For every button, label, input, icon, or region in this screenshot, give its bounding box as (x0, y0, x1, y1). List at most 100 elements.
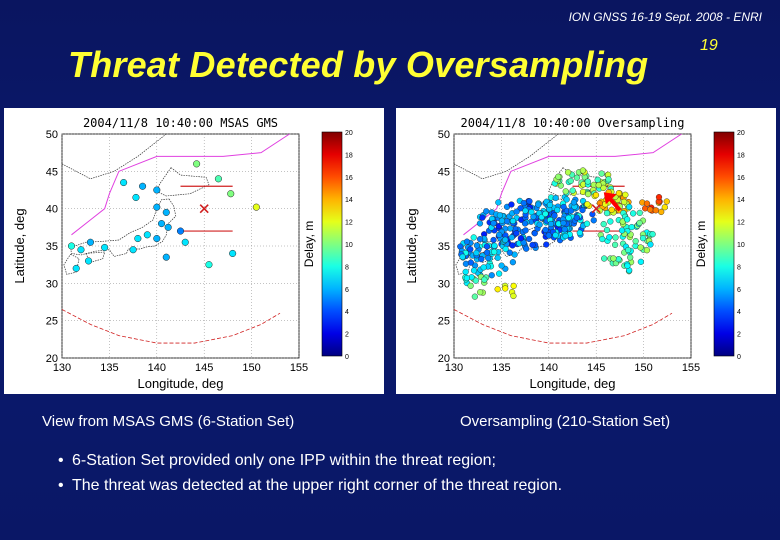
ipp-point (542, 226, 549, 233)
colorbar-tick-label: 12 (737, 220, 745, 227)
colorbar-label: Delay, m (302, 221, 316, 267)
x-tick-label: 150 (242, 362, 260, 374)
y-tick-label: 50 (46, 129, 58, 141)
ipp-point (476, 236, 484, 243)
ipp-point (655, 194, 663, 201)
ipp-point (459, 253, 466, 260)
ipp-point (552, 194, 559, 202)
ipp-point (628, 223, 635, 231)
colorbar-tick-label: 6 (737, 287, 741, 294)
y-tick-label: 40 (46, 204, 58, 216)
ipp-point (596, 207, 603, 214)
colorbar-tick-label: 4 (737, 309, 741, 316)
ipp-point (590, 217, 597, 224)
caption-oversampling: Oversampling (210-Station Set) (460, 413, 671, 430)
slide-title: Threat Detected by Oversampling (68, 44, 649, 85)
ipp-point (564, 169, 572, 176)
service-boundary (463, 133, 682, 236)
ipp-point (576, 229, 583, 236)
coastline (548, 167, 602, 197)
ipp-point (476, 220, 484, 227)
ipp-point (658, 208, 665, 216)
colorbar-tick-label: 16 (737, 175, 745, 182)
ipp-point (513, 208, 520, 215)
ipp-point (471, 293, 478, 300)
ipp-point (462, 268, 469, 275)
colorbar-tick-label: 20 (345, 130, 353, 137)
ipp-point (214, 175, 222, 183)
ipp-point (637, 244, 644, 251)
ipp-point (490, 236, 497, 244)
ipp-point (120, 178, 128, 187)
coastline (70, 198, 177, 257)
y-tick-label: 45 (438, 166, 450, 178)
ipp-point (523, 245, 530, 252)
ipp-point (605, 176, 612, 183)
ipp-point (526, 198, 533, 205)
oversampling-plot: 130 135 140 145 150 155 20 25 30 35 40 45 50 2004/11/… (396, 108, 776, 394)
coastline (85, 251, 106, 263)
ipp-point (139, 182, 147, 190)
ipp-point (483, 208, 490, 215)
coastline (453, 133, 559, 180)
ipp-point (562, 188, 569, 195)
ipp-point (584, 178, 591, 185)
ipp-point (496, 270, 503, 277)
y-tick-label: 25 (46, 316, 58, 328)
colorbar-tick-label: 16 (345, 175, 353, 182)
y-tick-label: 35 (46, 241, 58, 253)
ipp-point (129, 246, 137, 254)
ipp-point (568, 207, 575, 214)
colorbar-tick-label: 8 (737, 264, 741, 271)
y-tick-label: 40 (438, 204, 450, 216)
ipp-point (551, 212, 558, 219)
coastline (63, 253, 80, 275)
ipp-point (615, 190, 623, 197)
ipp-point (573, 174, 581, 181)
ipp-point (477, 289, 484, 296)
ipp-point (661, 204, 668, 211)
ipp-point (509, 242, 516, 249)
caption-msas-gms: View from MSAS GMS (6-Station Set) (42, 413, 295, 430)
ipp-point (205, 261, 213, 269)
ipp-point (134, 234, 142, 243)
ipp-point (467, 246, 474, 253)
ipp-point (472, 277, 479, 284)
chart-title: 2004/11/8 10:40:00 MSAS GMS (83, 116, 278, 130)
ipp-point (496, 231, 503, 238)
ipp-point (649, 231, 656, 238)
colorbar-tick-label: 10 (737, 242, 745, 249)
ipp-point (495, 199, 502, 206)
colorbar-tick-label: 8 (345, 264, 349, 271)
ipp-point (470, 267, 478, 274)
colorbar-label: Delay, m (694, 221, 708, 267)
ipp-point (594, 176, 601, 183)
y-tick-label: 20 (46, 353, 58, 365)
ipp-point (521, 220, 529, 227)
ipp-point (508, 201, 515, 208)
ipp-point (531, 230, 538, 237)
msas-gms-chart: 130 135 140 145 150 155202530354045502004/11/… (12, 116, 353, 391)
colorbar-tick-label: 14 (345, 197, 353, 204)
ipp-point (157, 220, 166, 228)
bullet-item: The threat was detected at the upper rig… (58, 473, 562, 498)
ipp-point (467, 259, 474, 266)
ipp-point (652, 207, 659, 214)
ipp-point (561, 226, 568, 233)
y-tick-label: 30 (46, 278, 58, 290)
x-tick-label: 130 (445, 362, 463, 374)
ipp-point (626, 203, 633, 211)
coastline (462, 198, 569, 257)
ipp-point (181, 238, 189, 246)
ipp-point (143, 231, 151, 239)
ipp-point (625, 246, 632, 254)
ipp-point (611, 241, 619, 248)
y-tick-label: 50 (438, 129, 450, 141)
ipp-point (562, 232, 569, 240)
ipp-point (502, 245, 509, 253)
ipp-point (600, 184, 607, 191)
ipp-point (502, 236, 509, 243)
ipp-point (522, 227, 529, 234)
ipp-point (630, 210, 637, 217)
ipp-point (520, 239, 527, 246)
